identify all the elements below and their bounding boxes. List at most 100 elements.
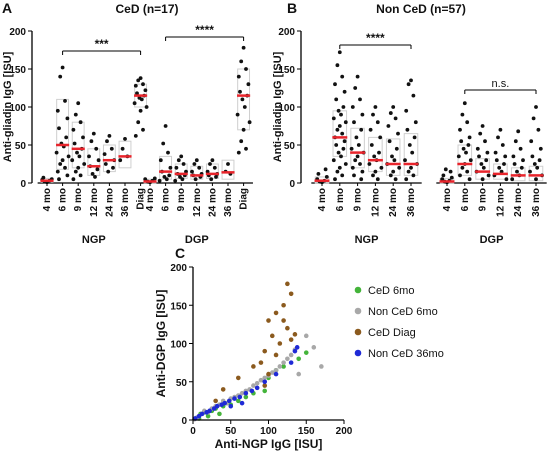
data-point bbox=[360, 112, 365, 117]
y-axis-label: Anti-DGP IgG [ISU] bbox=[154, 290, 168, 398]
data-point bbox=[461, 146, 466, 151]
data-point bbox=[281, 302, 286, 308]
data-point bbox=[518, 146, 523, 151]
data-point bbox=[355, 74, 360, 79]
data-point bbox=[412, 135, 417, 140]
data-point bbox=[531, 116, 536, 121]
data-point bbox=[281, 318, 286, 323]
x-tick-label: 36 mo bbox=[120, 188, 131, 217]
data-point bbox=[214, 403, 220, 409]
data-point bbox=[341, 146, 346, 151]
data-point bbox=[353, 86, 358, 90]
data-point bbox=[81, 135, 85, 140]
data-point bbox=[243, 394, 249, 400]
data-point bbox=[254, 380, 260, 386]
data-point bbox=[516, 129, 521, 134]
data-point bbox=[285, 356, 290, 362]
data-point bbox=[377, 150, 381, 155]
data-point bbox=[288, 360, 294, 365]
data-point bbox=[193, 177, 198, 182]
data-point bbox=[78, 120, 83, 125]
data-point bbox=[486, 173, 491, 178]
x-tick-label: 4 mo bbox=[442, 188, 453, 211]
data-point bbox=[254, 385, 260, 391]
data-point bbox=[54, 150, 59, 155]
data-point bbox=[71, 127, 76, 132]
data-point bbox=[467, 135, 472, 140]
data-point bbox=[335, 63, 340, 68]
iqr-box bbox=[87, 148, 101, 176]
y-axis-label: Anti-gliadin IgG [ISU] bbox=[272, 51, 284, 162]
data-point bbox=[458, 127, 462, 132]
x-tick-label: 36 mo bbox=[406, 188, 417, 217]
data-point bbox=[342, 89, 347, 94]
group-label-ngp: NGP bbox=[82, 234, 106, 246]
data-point bbox=[379, 165, 384, 170]
data-point bbox=[132, 101, 137, 106]
data-point bbox=[496, 135, 500, 140]
data-point bbox=[352, 173, 356, 178]
data-point bbox=[467, 177, 472, 182]
data-point bbox=[480, 177, 485, 182]
data-point bbox=[349, 146, 354, 151]
data-point bbox=[350, 105, 355, 109]
data-point bbox=[296, 356, 302, 362]
legend-label: Non CeD 6mo bbox=[368, 306, 438, 318]
data-point bbox=[217, 411, 222, 417]
data-point bbox=[288, 352, 294, 358]
data-point bbox=[94, 146, 99, 151]
data-point bbox=[354, 135, 359, 140]
data-point bbox=[163, 124, 168, 128]
data-point bbox=[76, 165, 81, 170]
data-point bbox=[96, 158, 101, 163]
data-point bbox=[244, 67, 248, 71]
data-point bbox=[93, 175, 97, 179]
data-point bbox=[76, 101, 81, 106]
data-point bbox=[388, 173, 393, 178]
data-point bbox=[269, 333, 275, 339]
x-tick-label: 12 mo bbox=[495, 188, 506, 217]
data-point bbox=[277, 341, 283, 346]
data-point bbox=[519, 165, 524, 170]
x-tick-label: 200 bbox=[336, 426, 353, 437]
data-point bbox=[537, 158, 542, 163]
data-point bbox=[371, 112, 375, 117]
data-point bbox=[236, 375, 241, 381]
x-tick-label: Diag bbox=[136, 188, 147, 210]
data-point bbox=[269, 370, 275, 375]
data-point bbox=[251, 364, 256, 369]
iqr-box bbox=[385, 138, 401, 176]
data-point bbox=[404, 108, 409, 113]
data-point bbox=[485, 150, 490, 155]
data-point bbox=[174, 165, 179, 170]
data-point bbox=[72, 141, 77, 146]
data-point bbox=[448, 169, 453, 174]
data-point bbox=[239, 139, 244, 144]
legend-label: Non CeD 36mo bbox=[368, 348, 444, 360]
x-tick-label: 4 mo bbox=[317, 188, 328, 211]
data-point bbox=[373, 105, 378, 109]
data-point bbox=[241, 45, 246, 50]
data-point bbox=[226, 162, 230, 166]
data-point bbox=[393, 177, 398, 182]
data-point bbox=[232, 396, 237, 401]
iqr-box bbox=[56, 98, 70, 170]
data-point bbox=[207, 408, 212, 414]
data-point bbox=[133, 83, 138, 88]
data-point bbox=[166, 150, 170, 155]
data-point bbox=[162, 175, 167, 179]
y-tick-label: 200 bbox=[9, 27, 26, 38]
data-point bbox=[209, 177, 214, 182]
data-point bbox=[77, 154, 82, 159]
data-point bbox=[246, 82, 251, 87]
data-point bbox=[465, 169, 470, 174]
data-point bbox=[144, 105, 149, 109]
data-point bbox=[242, 105, 247, 109]
data-point bbox=[205, 413, 211, 419]
data-point bbox=[199, 411, 205, 417]
x-tick-label: 4 mo bbox=[42, 188, 53, 211]
data-point bbox=[180, 177, 185, 182]
data-point bbox=[532, 162, 537, 166]
data-point bbox=[441, 173, 446, 178]
data-point bbox=[355, 154, 360, 159]
